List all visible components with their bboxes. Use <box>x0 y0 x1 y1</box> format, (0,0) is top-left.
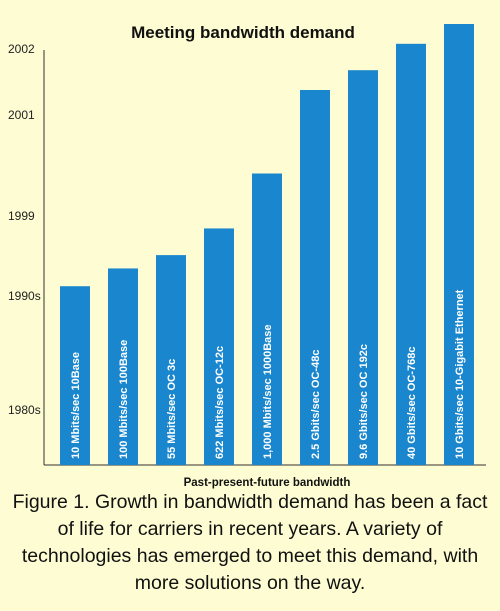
bar-label: 10 Gbits/sec 10-Gigabit Ethernet <box>454 289 466 459</box>
y-tick-label: 2001 <box>8 108 35 122</box>
bar-label: 1,000 Mbits/sec 1000Base <box>262 324 274 459</box>
bar <box>396 43 426 466</box>
caption-line: Figure 1. Growth in bandwidth demand has… <box>12 491 488 513</box>
bar <box>444 24 474 465</box>
bar-label: 9.6 Gbits/sec OC 192c <box>358 344 370 459</box>
bar <box>300 90 330 465</box>
bar-labels: 10 Mbits/sec 10Base 100 Mbits/sec 100Base… <box>70 289 466 459</box>
bar-label: 55 Mbits/sec OC 3c <box>166 359 178 459</box>
bar-label: 10 Mbits/sec 10Base <box>70 352 82 459</box>
bar <box>348 70 378 465</box>
x-axis-title: Past-present-future bandwidth <box>184 477 351 489</box>
bar-chart: Meeting bandwidth demand 1980s 1990s 1999 2… <box>8 23 486 489</box>
caption-line: technologies has emerged to meet this de… <box>21 545 479 567</box>
caption-line: more solutions on the way. <box>134 572 366 594</box>
bar-label: 40 Gbits/sec OC-768c <box>406 346 418 459</box>
bars <box>60 24 474 466</box>
bar <box>60 286 90 465</box>
caption-line: of life for carriers in recent years. A … <box>57 518 443 540</box>
bar <box>204 228 234 465</box>
y-axis-ticks: 1980s 1990s 1999 2001 2002 <box>8 42 41 417</box>
chart-title: Meeting bandwidth demand <box>131 23 355 42</box>
y-tick-label: 2002 <box>8 42 35 56</box>
y-tick-label: 1980s <box>8 403 41 417</box>
bar-label: 622 Mbits/sec OC-12c <box>214 346 226 459</box>
y-tick-label: 1999 <box>8 209 35 223</box>
bar <box>252 173 282 465</box>
bar-label: 2.5 Gbits/sec OC-48c <box>310 350 322 459</box>
bar <box>108 268 138 465</box>
bar-label: 100 Mbits/sec 100Base <box>118 340 130 459</box>
bar <box>156 255 186 465</box>
y-tick-label: 1990s <box>8 289 41 303</box>
figure-caption: Figure 1. Growth in bandwidth demand has… <box>0 489 500 597</box>
